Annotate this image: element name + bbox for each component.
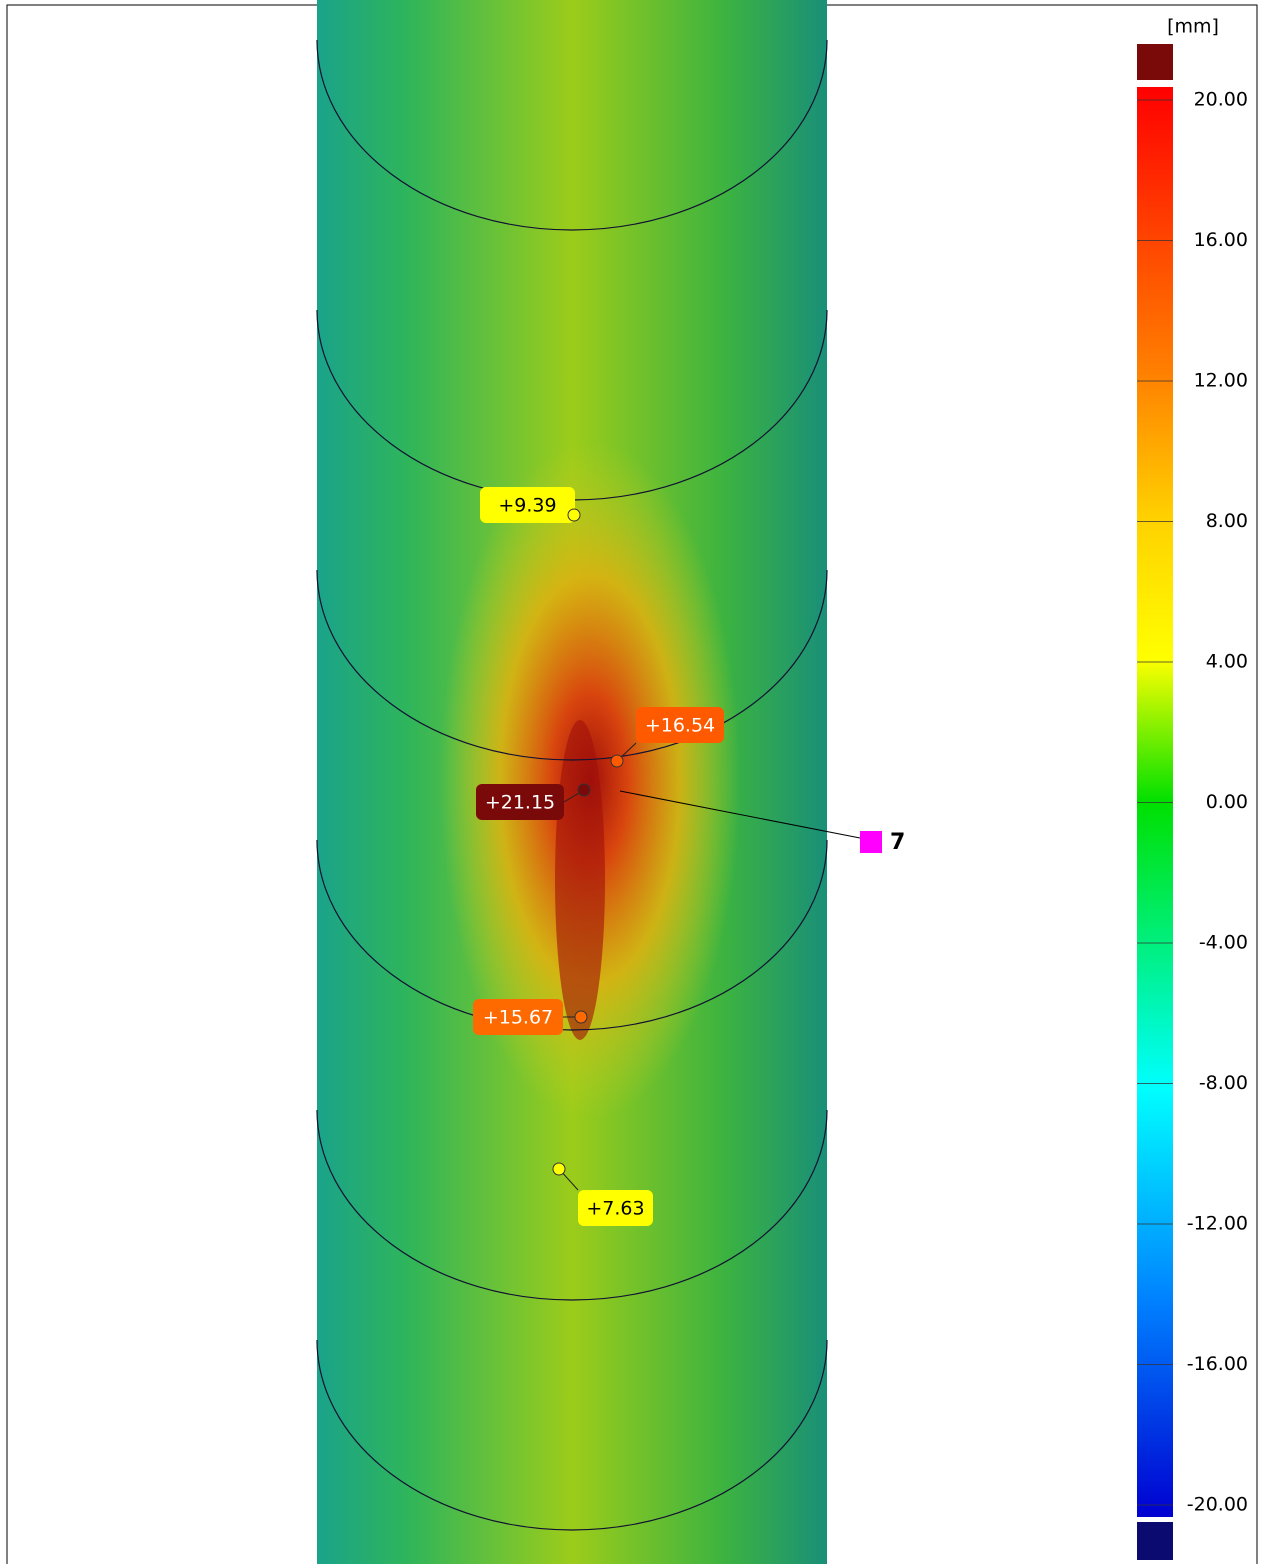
under-range	[1137, 1522, 1173, 1560]
unit-label: [mm]	[1167, 16, 1219, 38]
scale-label: -16.00	[1187, 1353, 1248, 1375]
probe-point	[567, 508, 581, 522]
scale-label: 20.00	[1194, 89, 1248, 111]
label-box	[480, 487, 575, 523]
over-range	[1137, 44, 1173, 80]
scale-label: 0.00	[1206, 791, 1248, 813]
scale-label: 16.00	[1194, 229, 1248, 251]
scale-label: -4.00	[1199, 932, 1248, 954]
marker-leader	[619, 790, 861, 839]
label-box	[476, 784, 564, 820]
label-text: +21.15	[485, 792, 555, 814]
hot-core	[555, 720, 605, 1040]
scale-label: 12.00	[1194, 370, 1248, 392]
probe-point	[574, 1010, 588, 1024]
label-box	[636, 707, 724, 743]
label-text: +9.39	[498, 495, 556, 517]
label-box	[578, 1190, 653, 1226]
label-text: +15.67	[483, 1007, 553, 1029]
scale-label: 8.00	[1206, 510, 1248, 532]
scale-label: -8.00	[1199, 1072, 1248, 1094]
marker-square	[860, 831, 882, 853]
label-text: +16.54	[645, 715, 715, 737]
scale-label: -20.00	[1187, 1494, 1248, 1516]
probe-point	[577, 783, 591, 797]
probe-point	[552, 1162, 566, 1176]
label-text: +7.63	[586, 1198, 644, 1220]
color-scale	[1137, 87, 1173, 1517]
marker-label: 7	[890, 830, 905, 855]
seams	[316, 39, 828, 1531]
scale-label: -12.00	[1187, 1213, 1248, 1235]
label-box	[473, 999, 563, 1035]
scale-label: 4.00	[1206, 651, 1248, 673]
probe-point	[610, 754, 624, 768]
